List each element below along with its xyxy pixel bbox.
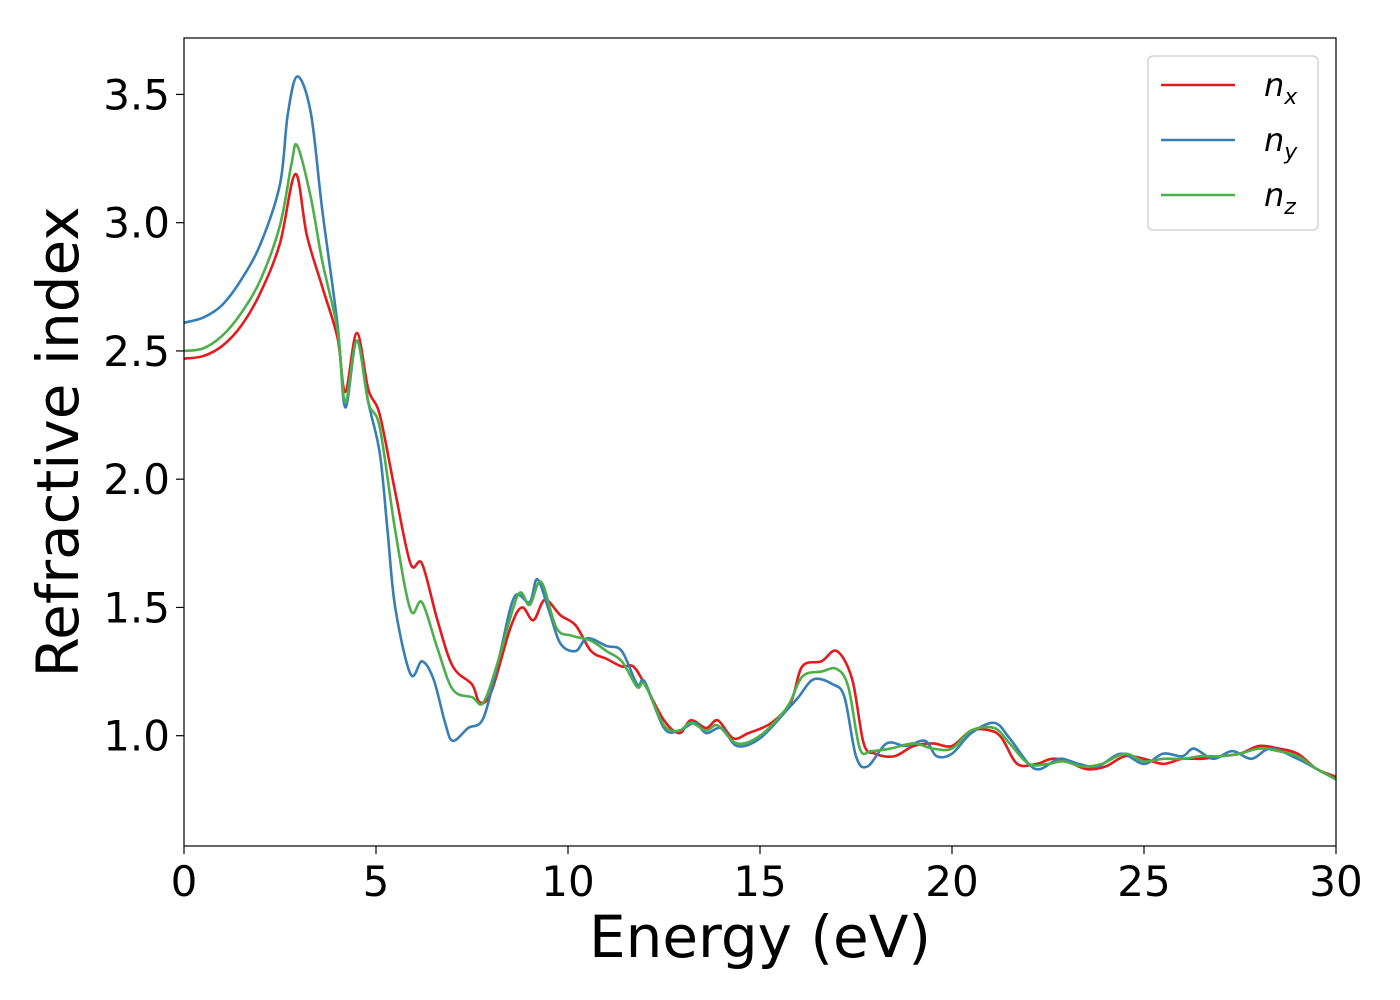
y-tick-label: 3.0: [103, 199, 170, 248]
series-line-x: [184, 172, 1336, 779]
y-tick-label: 2.0: [103, 455, 170, 504]
series-line-z: [184, 143, 1336, 781]
x-axis-ticks: 0 5 10 15 20 25 30: [171, 846, 1363, 906]
legend-label-z: nz: [1264, 176, 1296, 220]
legend-label-y: ny: [1264, 121, 1298, 165]
y-tick-label: 2.5: [103, 327, 170, 376]
x-axis-label: Energy (eV): [589, 903, 931, 971]
series-lines: [184, 75, 1336, 781]
y-axis-label: Refractive index: [24, 206, 92, 677]
x-tick-label: 20: [925, 857, 978, 906]
x-tick-label: 0: [171, 857, 198, 906]
legend-box: [1147, 55, 1319, 231]
x-tick-label: 10: [541, 857, 594, 906]
x-tick-label: 30: [1309, 857, 1362, 906]
y-axis-ticks: 1.0 1.5 2.0 2.5 3.0 3.5: [103, 70, 184, 761]
x-tick-label: 15: [733, 857, 786, 906]
y-tick-label: 3.5: [103, 70, 170, 119]
legend: nx ny nz: [1147, 55, 1319, 231]
x-tick-label: 5: [363, 857, 390, 906]
y-tick-label: 1.5: [103, 583, 170, 632]
legend-label-x: nx: [1264, 66, 1298, 110]
y-tick-label: 1.0: [103, 712, 170, 761]
x-tick-label: 25: [1117, 857, 1170, 906]
